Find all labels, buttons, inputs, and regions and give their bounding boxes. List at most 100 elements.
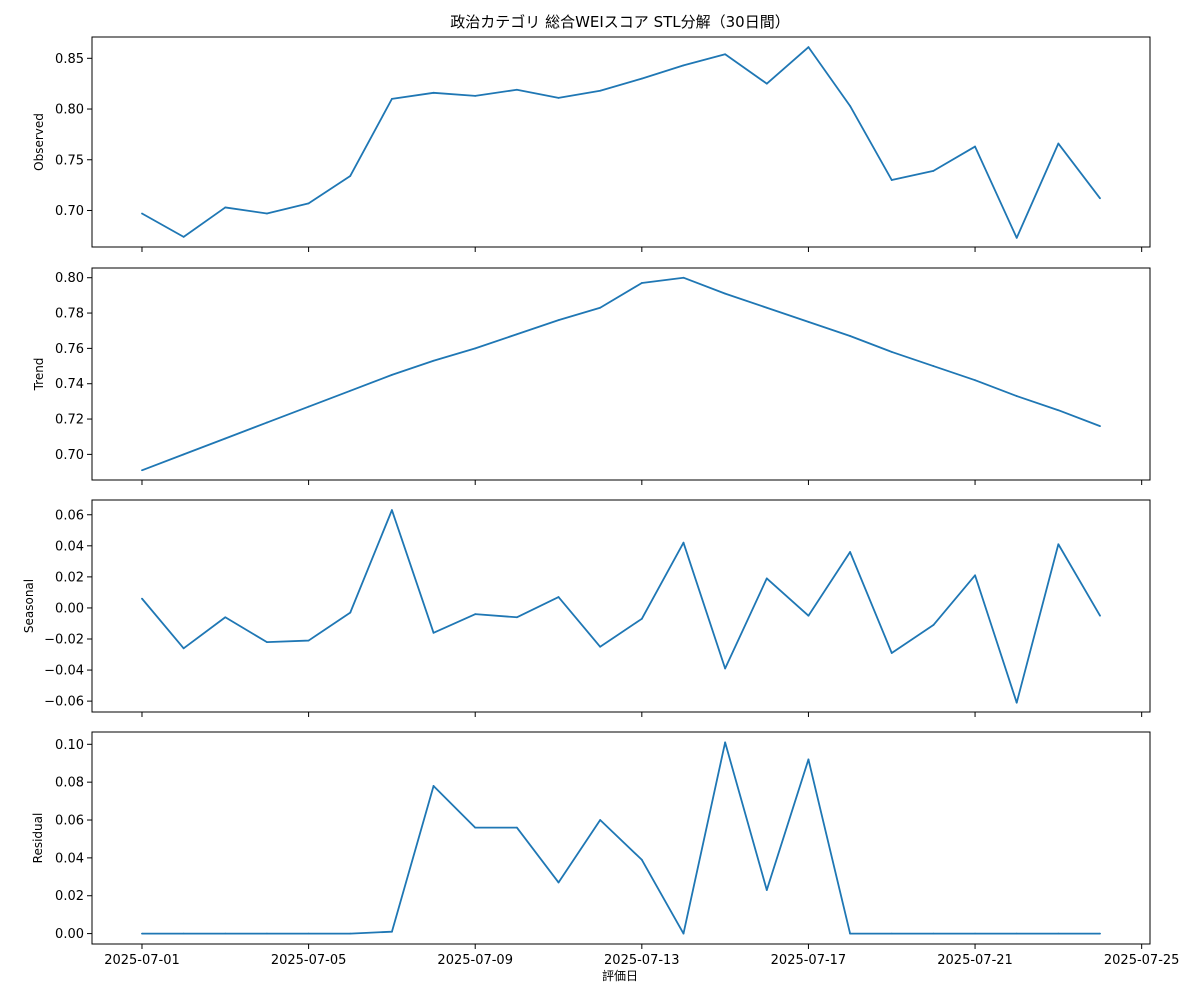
y-axis-label: Trend — [32, 358, 46, 392]
y-tick-label: 0.00 — [55, 601, 84, 616]
data-point — [640, 617, 643, 620]
data-point — [1099, 197, 1101, 200]
panel-observed: 0.70 0.75 0.80 0.85 Observed — [32, 36, 1151, 252]
data-point — [1057, 543, 1060, 546]
axes-frame — [91, 499, 1151, 713]
data-point — [1015, 932, 1018, 935]
data-point — [765, 306, 768, 309]
data-point — [765, 577, 768, 580]
x-tick-label: 2025-07-21 — [937, 953, 1013, 968]
data-point — [474, 826, 477, 829]
data-point — [849, 932, 851, 935]
y-tick-label: 0.74 — [55, 377, 84, 392]
y-tick-label: 0.04 — [55, 539, 84, 554]
data-point — [1057, 932, 1060, 935]
data-point — [932, 624, 935, 626]
data-point — [807, 758, 810, 761]
data-point — [474, 347, 477, 350]
data-point — [974, 574, 976, 577]
data-point — [807, 46, 810, 49]
data-point — [224, 437, 227, 440]
data-point — [890, 652, 893, 654]
data-point — [515, 826, 518, 829]
data-point — [474, 613, 477, 616]
data-point — [515, 616, 518, 619]
x-tick-label: 2025-07-17 — [771, 953, 847, 968]
data-point — [765, 889, 768, 891]
data-point — [474, 94, 477, 97]
data-point — [724, 292, 727, 295]
data-point — [599, 645, 602, 648]
y-tick-label: −0.02 — [44, 633, 84, 648]
y-tick-label: 0.02 — [55, 570, 84, 585]
data-point — [432, 631, 435, 634]
data-point — [1015, 395, 1018, 397]
data-point — [391, 509, 393, 511]
data-point — [307, 639, 310, 642]
data-point — [1099, 614, 1101, 617]
data-point — [1099, 932, 1101, 935]
data-point — [349, 932, 352, 935]
y-tick-label: 0.78 — [55, 307, 84, 322]
data-point — [724, 53, 727, 56]
panel-residual: 0.00 0.02 0.04 0.06 0.08 0.10 2025-07-01 2025-0… — [31, 731, 1180, 968]
data-point — [224, 616, 227, 619]
axes-frame — [91, 267, 1151, 481]
data-point — [640, 858, 643, 861]
series-line-seasonal — [141, 509, 1101, 704]
y-tick-label: 0.75 — [55, 153, 84, 168]
x-tick-label: 2025-07-25 — [1104, 953, 1180, 968]
y-tick-label: 0.08 — [55, 776, 84, 791]
y-tick-label: 0.04 — [55, 851, 84, 866]
data-point — [141, 597, 143, 600]
y-tick-label: 0.76 — [55, 342, 84, 357]
data-point — [849, 551, 851, 553]
data-point — [266, 212, 268, 215]
y-tick-label: 0.80 — [55, 103, 84, 118]
data-point — [391, 97, 393, 100]
data-point — [182, 453, 185, 456]
data-point — [682, 64, 685, 67]
data-point — [1015, 236, 1018, 239]
data-point — [557, 596, 560, 598]
data-point — [266, 641, 268, 644]
data-point — [349, 389, 352, 392]
data-point — [640, 77, 643, 80]
data-point — [141, 212, 143, 215]
series-line-observed — [141, 46, 1101, 239]
data-point — [141, 932, 143, 935]
data-point — [349, 175, 352, 177]
axes-frame — [91, 731, 1151, 945]
data-point — [932, 932, 935, 935]
data-point — [932, 365, 935, 367]
data-point — [890, 179, 893, 181]
data-point — [224, 206, 227, 209]
y-tick-label: 0.80 — [55, 271, 84, 286]
y-axis-label: Residual — [31, 813, 45, 864]
data-point — [765, 82, 768, 85]
data-point — [1099, 425, 1101, 428]
chart-title: 政治カテゴリ 総合WEIスコア STL分解（30日間） — [450, 13, 789, 31]
x-axis-label: 評価日 — [602, 968, 638, 983]
data-point — [682, 276, 685, 279]
data-point — [141, 469, 143, 472]
data-point — [515, 333, 518, 336]
y-axis-label: Observed — [32, 113, 46, 171]
y-axis-label: Seasonal — [22, 579, 36, 633]
y-tick-label: 0.10 — [55, 738, 84, 753]
y-tick-label: −0.06 — [44, 695, 84, 710]
data-point — [266, 421, 268, 424]
data-point — [890, 932, 893, 935]
axes-frame — [91, 36, 1151, 248]
data-point — [682, 541, 685, 544]
y-tick-label: 0.70 — [55, 448, 84, 463]
series-line-trend — [141, 276, 1101, 472]
data-point — [307, 405, 310, 408]
data-point — [682, 932, 685, 935]
data-point — [1057, 142, 1060, 145]
data-point — [307, 932, 310, 935]
data-point — [182, 932, 185, 935]
data-point — [849, 105, 851, 107]
data-point — [974, 932, 976, 935]
